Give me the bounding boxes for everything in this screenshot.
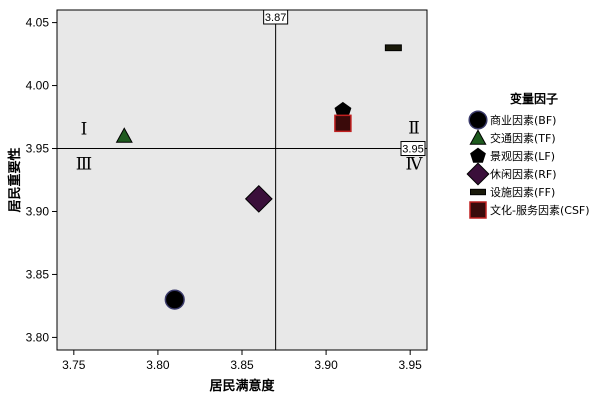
data-point-circle-0: [164, 289, 185, 310]
legend-marker-3: [466, 162, 490, 186]
legend-title: 变量因子: [510, 91, 558, 106]
y-tick-label-1: 3.85: [26, 267, 50, 281]
legend-label-4: 设施因素(FF): [490, 186, 555, 199]
x-tick-label-0: 3.75: [62, 358, 86, 372]
y-axis-title: 居民重要性: [7, 147, 23, 212]
y-tick-label-2: 3.90: [26, 204, 50, 218]
legend-label-3: 休闲因素(RF): [490, 167, 557, 181]
quadrant-label-1: Ⅰ: [81, 120, 88, 140]
x-axis-title: 居民满意度: [209, 378, 275, 394]
data-point-square-5: [334, 114, 352, 133]
reference-y-label-box: [400, 141, 426, 157]
quadrant-label-4: Ⅳ: [406, 155, 424, 175]
reference-x-label: 3.87: [265, 12, 286, 24]
legend-label-2: 景观因素(LF): [490, 150, 555, 163]
y-tick-label-4: 4.00: [26, 79, 50, 93]
data-point-triangle-1: [115, 127, 133, 143]
legend-marker-1: [469, 129, 487, 145]
plot-area: [56, 9, 428, 351]
legend-marker-5: [469, 201, 487, 219]
data-point-bar-4: [384, 44, 402, 52]
quadrant-label-3: Ⅲ: [76, 155, 92, 175]
reference-x-label-box: [263, 9, 289, 25]
y-tick-label-0: 3.80: [26, 330, 50, 344]
x-tick-label-4: 3.95: [399, 358, 423, 372]
legend-marker-4: [470, 188, 486, 196]
legend-marker-0: [468, 110, 488, 130]
data-point-diamond-3: [244, 184, 273, 213]
legend-label-0: 商业因素(BF): [490, 113, 556, 127]
x-tick-label-1: 3.80: [146, 358, 170, 372]
legend-label-1: 交通因素(TF): [490, 131, 556, 145]
y-tick-label-5: 4.05: [26, 16, 50, 30]
legend-marker-2: [470, 147, 486, 163]
y-tick-label-3: 3.95: [26, 142, 50, 156]
x-tick-label-3: 3.90: [314, 358, 338, 372]
reference-y-label: 3.95: [402, 144, 423, 156]
legend-label-5: 文化-服务因素(CSF): [490, 203, 590, 217]
x-tick-label-2: 3.85: [230, 358, 254, 372]
quadrant-label-2: Ⅱ: [408, 119, 420, 139]
